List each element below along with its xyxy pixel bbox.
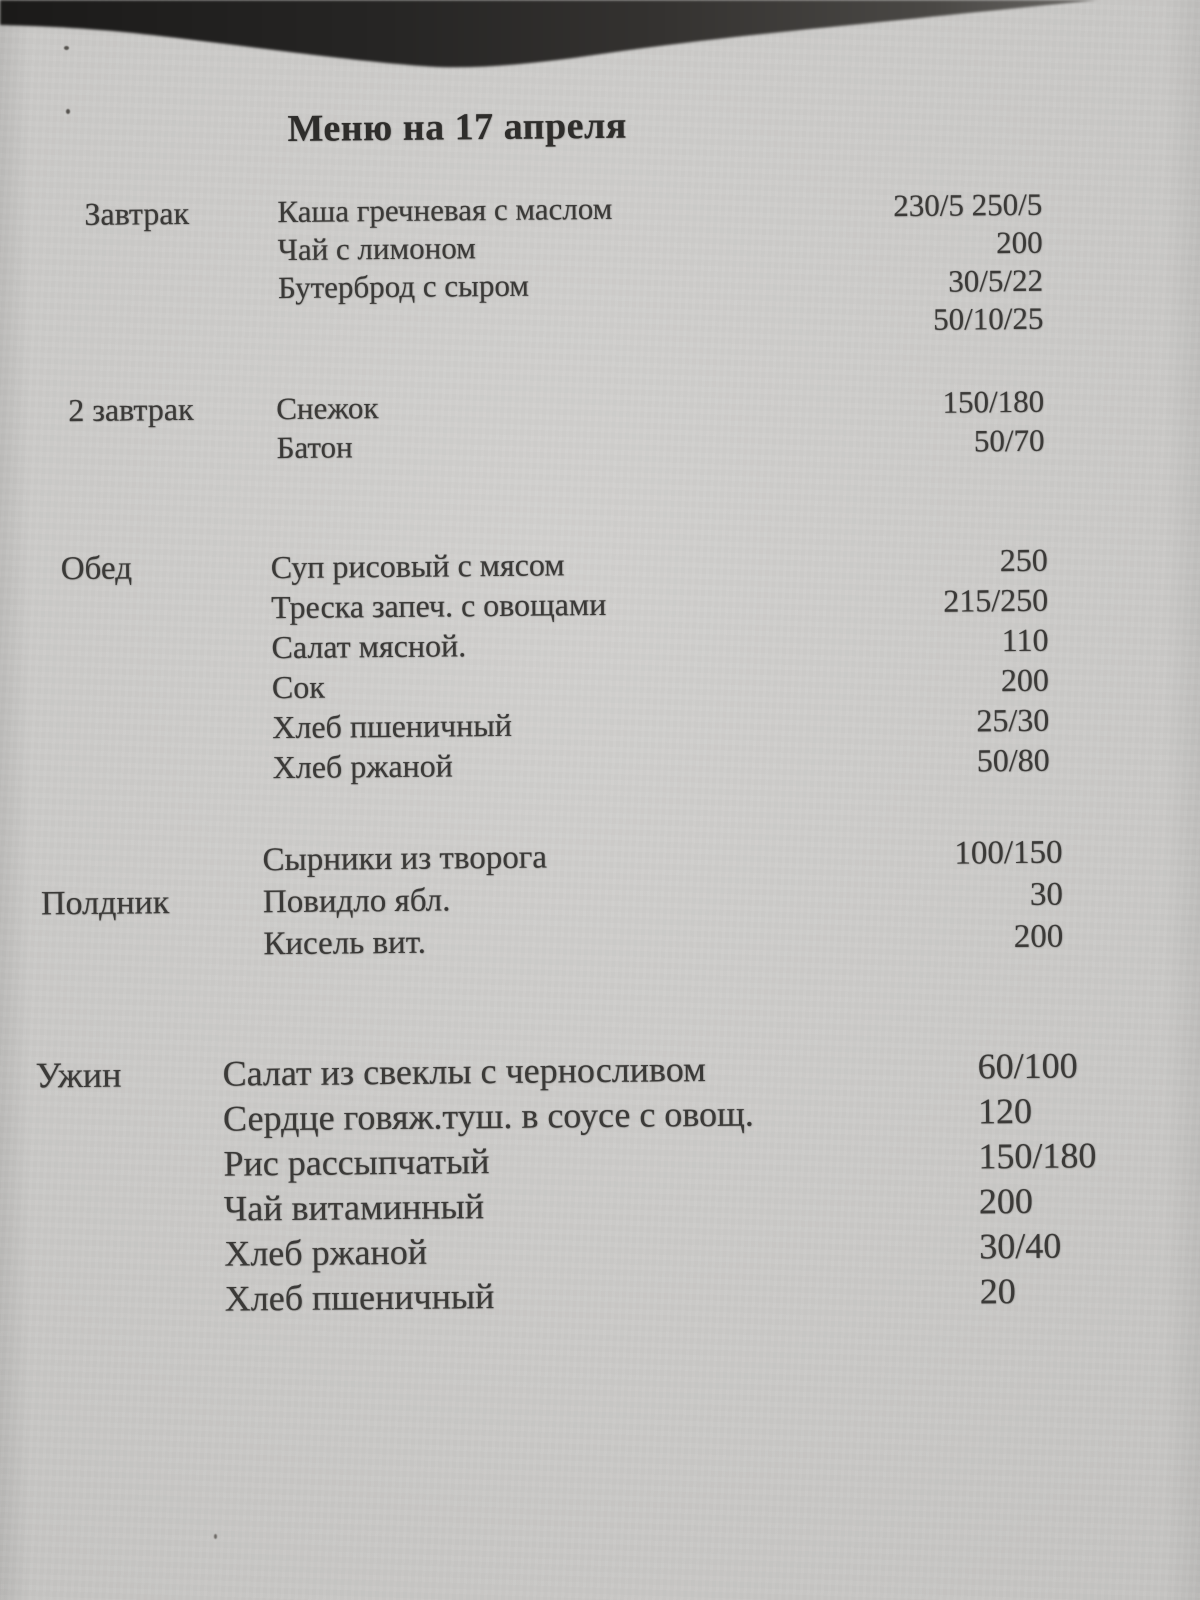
dish-portion: 150/180: [978, 1135, 1097, 1177]
dish-name: Рис рассыпчатый: [223, 1141, 490, 1184]
section-rows: Снежок 150/180 Батон 50/70: [276, 382, 1045, 467]
menu-row: Рис рассыпчатый 150/180: [223, 1134, 1096, 1186]
dish-name: Каша гречневая с маслом: [277, 190, 613, 230]
menu-row: Кисель вит. 200: [263, 916, 1063, 966]
menu-row: Сердце говяж.туш. в соусе с овощ. 120: [222, 1089, 1032, 1141]
section-label: Обед: [60, 550, 133, 588]
section-label: Полдник: [40, 884, 170, 923]
dish-portion: 200: [1013, 918, 1064, 956]
dish-name: Салат мясной.: [271, 627, 467, 666]
dish-portion: 20: [979, 1271, 1016, 1312]
paper-speck: [64, 46, 69, 50]
section-label: 2 завтрак: [68, 390, 194, 429]
menu-row: Чай витаминный 200: [223, 1179, 1033, 1231]
section-rows: Суп рисовый с мясом 250 Треска запеч. с ов…: [271, 540, 1050, 787]
menu-section: Полдник Сырники из творога 100/150 Повидло …: [0, 830, 1200, 968]
dish-name: Батон: [276, 429, 353, 466]
dish-name: Хлеб ржаной: [272, 747, 453, 786]
menu-section: 2 завтрак Снежок 150/180 Батон 50/70: [0, 380, 1197, 470]
menu-title: Меню на 17 апреля: [287, 104, 628, 150]
dish-portion: 250: [999, 541, 1048, 579]
menu-section: Ужин Салат из свеклы с черносливом 60/100 С…: [2, 1042, 1200, 1324]
dish-name: Хлеб ржаной: [224, 1231, 428, 1274]
dish-name: Хлеб пшеничный: [224, 1276, 495, 1319]
section-rows: Салат из свеклы с черносливом 60/100 Сердц…: [222, 1044, 1096, 1321]
dish-name: Кисель вит.: [263, 924, 427, 963]
section-rows: Сырники из творога 100/150 Повидло ябл. 30 К…: [262, 832, 1063, 966]
dish-portion: 50/80: [976, 741, 1050, 779]
section-label: Завтрак: [84, 194, 190, 232]
menu-section: Обед Суп рисовый с мясом 250 Треска запеч. …: [0, 538, 1200, 790]
dish-portion: 120: [977, 1090, 1033, 1132]
dish-name: Чай витаминный: [223, 1186, 485, 1229]
menu-row: Салат из свеклы с черносливом 60/100: [222, 1044, 1077, 1096]
dish-portion: 110: [1001, 621, 1049, 659]
dish-portion: 30/40: [979, 1225, 1062, 1267]
section-label: Ужин: [35, 1054, 122, 1096]
dish-name: Хлеб пшеничный: [272, 706, 513, 746]
dish-portion: 150/180: [942, 383, 1045, 420]
menu-section: Завтрак Каша гречневая с маслом 230/5 250/…: [0, 184, 1196, 348]
menu-row: Батон 50/70: [276, 421, 1044, 467]
dish-name: Сырники из творога: [262, 839, 548, 879]
dish-portion: 200: [978, 1180, 1034, 1222]
dish-portion: 215/250: [943, 581, 1049, 619]
dish-portion: 200: [996, 224, 1043, 261]
menu-row: Хлеб пшеничный 20: [224, 1269, 1016, 1321]
paper-speck: [66, 109, 70, 114]
dish-portion: 60/100: [977, 1045, 1078, 1087]
dish-portion: 30: [1029, 876, 1064, 913]
dish-name: Сердце говяж.туш. в соусе с овощ.: [222, 1093, 754, 1139]
menu-row: 50/10/25: [278, 300, 1044, 345]
menu-row: Хлеб ржаной 50/80: [272, 740, 1049, 787]
dish-portion: 230/5 250/5: [893, 186, 1043, 224]
dish-portion: 50/70: [973, 422, 1045, 459]
dish-name: Снежок: [276, 390, 379, 427]
dark-table-edge: [0, 0, 1098, 68]
dish-name: Повидло ябл.: [262, 882, 451, 921]
dish-name: Треска запеч. с овощами: [270, 585, 607, 626]
dish-name: Салат из свеклы с черносливом: [222, 1048, 706, 1094]
section-rows: Каша гречневая с маслом 230/5 250/5 Чай с …: [277, 186, 1043, 345]
dish-portion: 200: [1000, 661, 1050, 699]
dish-portion: 30/5/22: [948, 262, 1044, 299]
dish-name: Суп рисовый с мясом: [270, 546, 565, 586]
dish-portion: 100/150: [954, 834, 1063, 872]
dish-name: Бутерброд с сыром: [277, 267, 530, 306]
dish-portion: 50/10/25: [932, 300, 1044, 337]
dish-name: Чай с лимоном: [277, 230, 476, 268]
dish-name: Сок: [271, 668, 325, 706]
paper-speck: [214, 1534, 217, 1539]
menu-row: Хлеб ржаной 30/40: [224, 1224, 1061, 1276]
dish-portion: 25/30: [976, 701, 1050, 739]
